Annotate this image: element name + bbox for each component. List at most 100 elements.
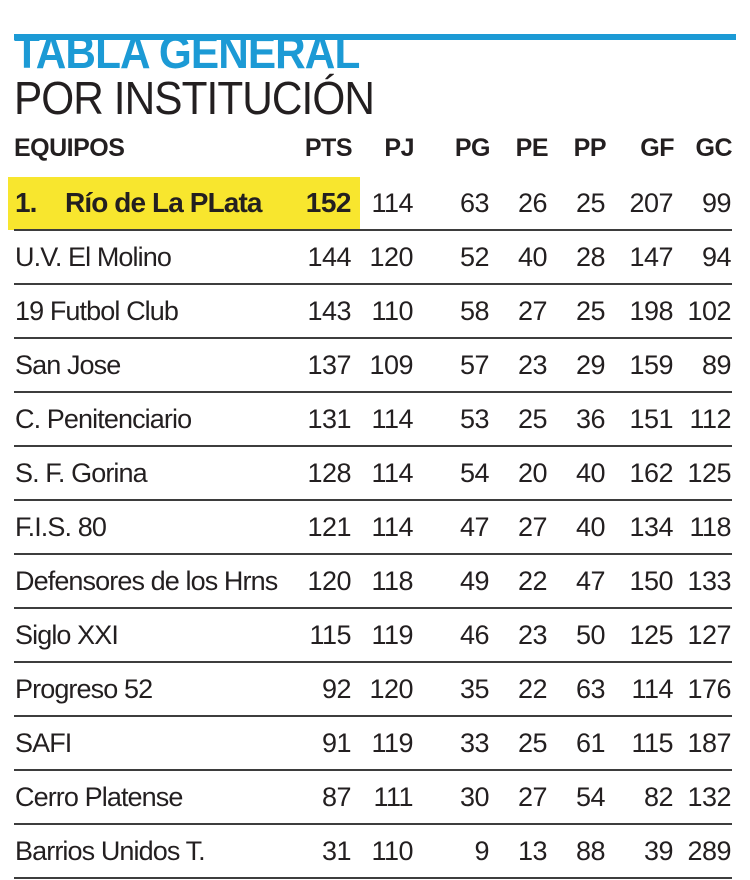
pts-value: 91 xyxy=(284,716,352,771)
team-name-cell: S. F. Gorina xyxy=(14,446,284,501)
pts-value: 115 xyxy=(284,608,352,663)
table-row: U.V. El Molino 144 120 52 40 28 147 94 xyxy=(14,230,732,285)
pe-value: 22 xyxy=(490,662,548,717)
pj-value: 110 xyxy=(352,284,414,339)
gf-value: 150 xyxy=(606,554,674,609)
team-name-cell: Progreso 52 xyxy=(14,662,284,717)
gc-value: 125 xyxy=(674,446,732,501)
pj-value: 114 xyxy=(352,500,414,555)
pts-value: 120 xyxy=(284,554,352,609)
pj-value: 114 xyxy=(352,446,414,501)
pts-value: 128 xyxy=(284,446,352,501)
pg-value: 49 xyxy=(414,554,490,609)
table-row: 1. Río de La PLata 152 114 63 26 25 207 99 xyxy=(14,177,732,231)
team-name: F.I.S. 80 xyxy=(15,511,107,542)
headline-block: TABLA GENERAL POR INSTITUCIÓN xyxy=(14,26,750,124)
gc-value: 176 xyxy=(674,662,732,717)
pts-value: 31 xyxy=(284,824,352,879)
table-row: SAFI 91 119 33 25 61 115 187 xyxy=(14,716,732,771)
team-name-cell: Defensores de los Hrns xyxy=(14,554,284,609)
gc-value: 133 xyxy=(674,554,732,609)
table-row: F.I.S. 80 121 114 47 27 40 134 118 xyxy=(14,500,732,555)
team-name: Río de La PLata xyxy=(65,187,262,218)
column-header-gc: GC xyxy=(695,134,733,162)
team-name: Cerro Platense xyxy=(15,781,183,812)
table-row: 19 Futbol Club 143 110 58 27 25 198 102 xyxy=(14,284,732,339)
pj-value: 120 xyxy=(352,230,414,285)
pp-value: 50 xyxy=(548,608,606,663)
table-header-row: EQUIPOS PTS PJ PG PE PP GF GC xyxy=(14,130,733,177)
column-header-pj: PJ xyxy=(384,134,414,162)
pts-value: 131 xyxy=(284,392,352,447)
pe-value: 25 xyxy=(490,392,548,447)
pj-value: 118 xyxy=(352,554,414,609)
pj-value: 119 xyxy=(352,608,414,663)
team-name: San Jose xyxy=(15,349,121,380)
table-row: C. Penitenciario 131 114 53 25 36 151 112 xyxy=(14,392,732,447)
pe-value: 27 xyxy=(490,500,548,555)
table-row: S. F. Gorina 128 114 54 20 40 162 125 xyxy=(14,446,732,501)
pe-value: 20 xyxy=(490,446,548,501)
table-row: Cerro Platense 87 111 30 27 54 82 132 xyxy=(14,770,732,825)
pp-value: 54 xyxy=(548,770,606,825)
page-subtitle: POR INSTITUCIÓN xyxy=(14,72,375,124)
pts-value: 92 xyxy=(284,662,352,717)
team-name: SAFI xyxy=(15,727,72,758)
pts-value: 87 xyxy=(284,770,352,825)
page-title: TABLA GENERAL xyxy=(14,26,360,78)
pg-value: 33 xyxy=(414,716,490,771)
pts-value: 137 xyxy=(284,338,352,393)
pg-value: 9 xyxy=(414,824,490,879)
pj-value: 114 xyxy=(352,177,414,231)
team-name: Progreso 52 xyxy=(15,673,153,704)
table-row: San Jose 137 109 57 23 29 159 89 xyxy=(14,338,732,393)
column-header-equipos: EQUIPOS xyxy=(14,134,125,162)
team-name-cell: U.V. El Molino xyxy=(14,230,284,285)
gc-value: 94 xyxy=(674,230,732,285)
pts-value: 121 xyxy=(284,500,352,555)
gf-value: 147 xyxy=(606,230,674,285)
pg-value: 57 xyxy=(414,338,490,393)
pp-value: 28 xyxy=(548,230,606,285)
team-name: Defensores de los Hrns xyxy=(15,565,278,596)
team-name: 19 Futbol Club xyxy=(15,295,179,326)
rank-label: 1. xyxy=(15,187,37,218)
table-row: Progreso 52 92 120 35 22 63 114 176 xyxy=(14,662,732,717)
table-row: Barrios Unidos T. 31 110 9 13 88 39 289 xyxy=(14,824,732,879)
gc-value: 112 xyxy=(674,392,732,447)
team-name-cell: San Jose xyxy=(14,338,284,393)
pp-value: 25 xyxy=(548,177,606,231)
pg-value: 63 xyxy=(414,177,490,231)
gc-value: 187 xyxy=(674,716,732,771)
standings-table: EQUIPOS PTS PJ PG PE PP GF GC 1. Río de L… xyxy=(14,130,733,879)
column-header-pe: PE xyxy=(515,134,549,162)
top-accent-rule xyxy=(14,34,736,40)
pj-value: 119 xyxy=(352,716,414,771)
pe-value: 13 xyxy=(490,824,548,879)
pg-value: 35 xyxy=(414,662,490,717)
pp-value: 61 xyxy=(548,716,606,771)
table-row: Defensores de los Hrns 120 118 49 22 47 150 133 xyxy=(14,554,732,609)
gf-value: 134 xyxy=(606,500,674,555)
pp-value: 63 xyxy=(548,662,606,717)
pj-value: 111 xyxy=(352,770,414,825)
pe-value: 22 xyxy=(490,554,548,609)
pp-value: 40 xyxy=(548,500,606,555)
pts-value: 152 xyxy=(284,177,352,231)
pe-value: 23 xyxy=(490,608,548,663)
gc-value: 89 xyxy=(674,338,732,393)
team-name: Siglo XXI xyxy=(15,619,119,650)
team-name-cell: Cerro Platense xyxy=(14,770,284,825)
pe-value: 26 xyxy=(490,177,548,231)
team-name-cell: 19 Futbol Club xyxy=(14,284,284,339)
column-header-gf: GF xyxy=(640,134,674,162)
team-name: C. Penitenciario xyxy=(15,403,192,434)
team-name: Barrios Unidos T. xyxy=(15,835,206,866)
pp-value: 88 xyxy=(548,824,606,879)
pp-value: 47 xyxy=(548,554,606,609)
team-name-cell: Siglo XXI xyxy=(14,608,284,663)
gc-value: 99 xyxy=(674,177,732,231)
pe-value: 23 xyxy=(490,338,548,393)
table-row: Siglo XXI 115 119 46 23 50 125 127 xyxy=(14,608,732,663)
pj-value: 114 xyxy=(352,392,414,447)
